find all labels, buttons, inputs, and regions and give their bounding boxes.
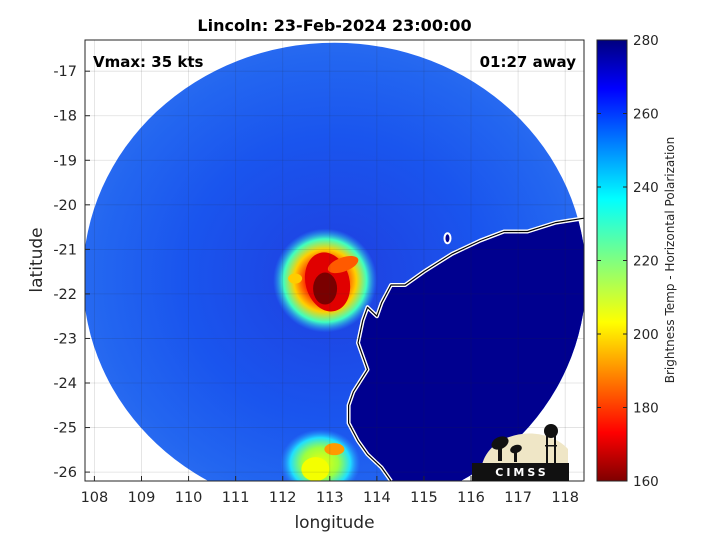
y-tick-label: -23 [53, 331, 77, 347]
storm-eye-core [313, 272, 338, 305]
storm-cell [288, 273, 303, 284]
south-convection [280, 429, 361, 481]
south-cell [324, 443, 345, 456]
storm-band [327, 255, 359, 274]
colorbar [597, 40, 627, 481]
south-core [301, 457, 330, 481]
x-tick-label: 117 [504, 490, 532, 506]
colorbar-tick-label: 160 [633, 474, 659, 490]
y-tick-label: -26 [53, 465, 77, 481]
y-axis-label: latitude [27, 227, 47, 292]
colorbar-label: Brightness Temp - Horizontal Polarizatio… [663, 137, 677, 384]
x-tick-label: 112 [269, 490, 297, 506]
colorbar-tick-label: 200 [633, 327, 659, 343]
y-tick-label: -22 [53, 287, 77, 303]
brightness-image [85, 42, 584, 481]
time-away-annotation: 01:27 away [480, 53, 577, 71]
island [443, 232, 452, 245]
x-tick-label: 111 [222, 490, 250, 506]
x-tick-label: 118 [551, 490, 579, 506]
cimss-logo: CIMSS [472, 424, 569, 481]
axes-box [84, 39, 585, 482]
y-tick-label: -19 [53, 153, 77, 169]
x-tick-label: 113 [316, 490, 344, 506]
colorbar-tick-label: 260 [633, 107, 659, 123]
x-tick-label: 110 [175, 490, 203, 506]
y-tick-label: -17 [53, 64, 77, 80]
x-tick-label: 116 [457, 490, 485, 506]
y-axis: -17 -18 -19 -20 -21 -22 -23 -24 -25 -26 [53, 64, 90, 481]
x-tick-label: 114 [363, 490, 391, 506]
colorbar-tick-label: 280 [633, 33, 659, 49]
y-tick-label: -25 [53, 421, 77, 437]
x-axis: 108 109 110 111 112 113 114 115 116 117 118 [81, 476, 579, 506]
colorbar-tick-label: 220 [633, 254, 659, 270]
colorbar-tick-label: 240 [633, 180, 659, 196]
x-tick-label: 115 [410, 490, 438, 506]
y-tick-label: -21 [53, 242, 77, 258]
y-tick-label: -24 [53, 376, 77, 392]
colorbar-tick-label: 180 [633, 401, 659, 417]
x-tick-label: 109 [128, 490, 156, 506]
chart-title: Lincoln: 23-Feb-2024 23:00:00 [197, 16, 471, 35]
y-tick-label: -20 [53, 198, 77, 214]
x-tick-label: 108 [81, 490, 109, 506]
vmax-annotation: Vmax: 35 kts [93, 53, 203, 71]
coastline [348, 217, 584, 481]
logo-text: CIMSS [495, 466, 548, 479]
colorbar-ticks: 280 260 240 220 200 180 160 [597, 33, 659, 490]
y-tick-label: -18 [53, 109, 77, 125]
x-axis-label: longitude [294, 513, 374, 533]
